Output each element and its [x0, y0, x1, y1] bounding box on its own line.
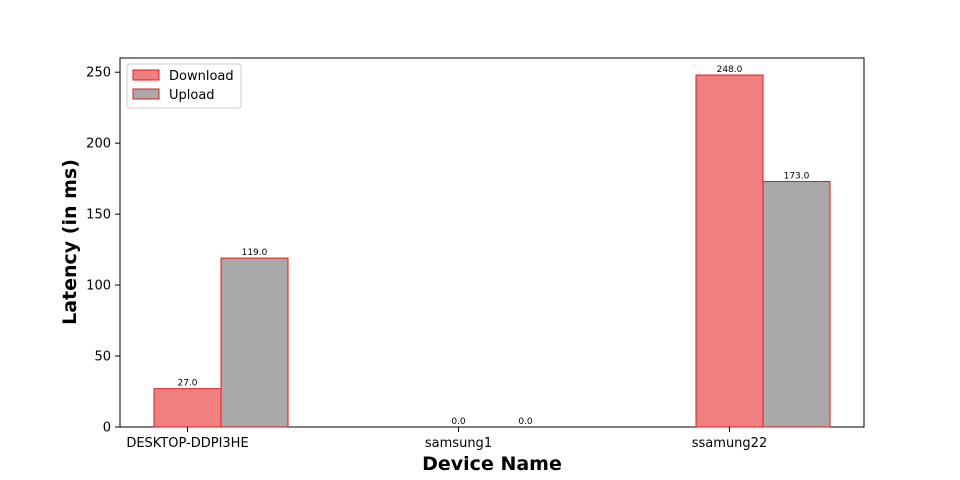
x-axis: DESKTOP-DDPI3HE samsung1 ssamung22	[126, 427, 767, 451]
y-tick-label: 150	[86, 208, 111, 223]
legend-swatch-download	[132, 69, 160, 81]
x-tick-label: ssamung22	[692, 436, 767, 451]
data-label: 173.0	[784, 171, 810, 181]
bar-download	[153, 388, 222, 428]
y-tick-label: 50	[94, 350, 111, 365]
bar-upload	[762, 180, 831, 428]
legend-label-upload: Upload	[169, 88, 215, 103]
legend-label-download: Download	[169, 69, 234, 84]
y-axis-title: Latency (in ms)	[59, 159, 81, 325]
bars: 27.0 0.0 248.0 119.0 0.0 173.0	[153, 65, 831, 428]
legend: Download Upload	[126, 63, 242, 109]
x-tick-label: DESKTOP-DDPI3HE	[126, 436, 248, 451]
x-tick-label: samsung1	[425, 436, 492, 451]
y-tick-label: 0	[103, 421, 111, 436]
data-label: 0.0	[451, 417, 466, 427]
y-tick-label: 200	[86, 137, 111, 152]
data-label: 248.0	[717, 65, 743, 75]
data-label: 119.0	[242, 248, 268, 258]
data-label: 0.0	[518, 417, 533, 427]
bar-download	[695, 74, 764, 428]
x-axis-title: Device Name	[422, 453, 562, 475]
y-tick-label: 100	[86, 279, 111, 294]
y-axis: 0 50 100 150 200 250	[86, 66, 120, 436]
bar-upload	[220, 257, 289, 428]
data-label: 27.0	[177, 379, 197, 389]
y-tick-label: 250	[86, 66, 111, 81]
legend-swatch-upload	[132, 88, 160, 100]
